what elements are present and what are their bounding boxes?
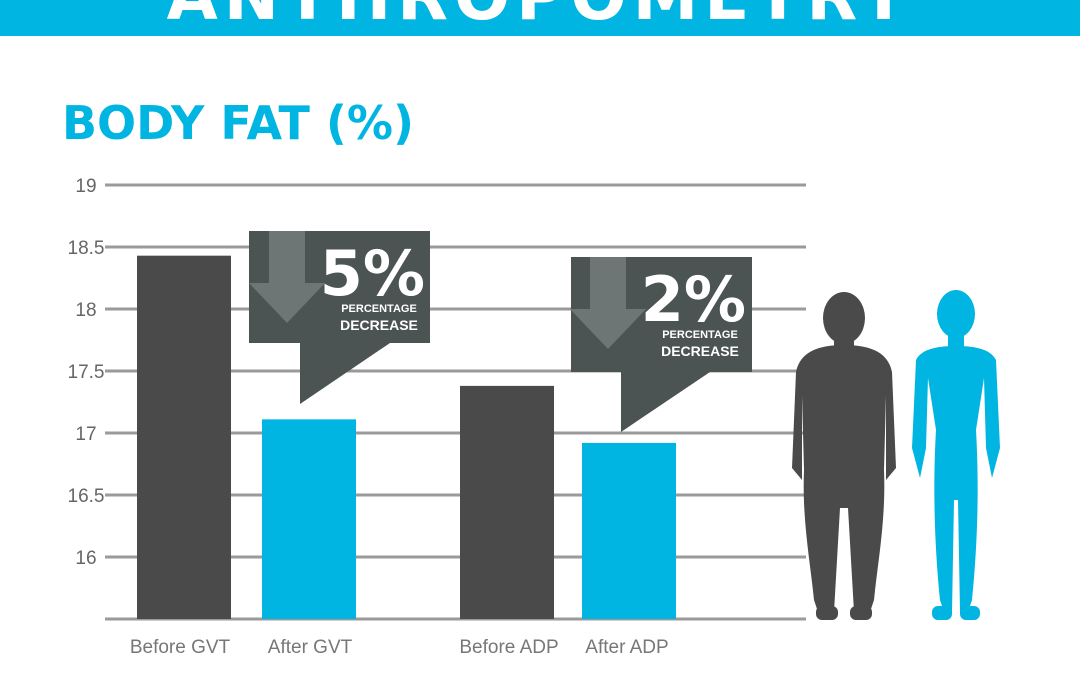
down-arrow-icon [570, 257, 646, 349]
y-tick-label: 19 [75, 176, 96, 197]
bars [137, 255, 676, 619]
banner-title: ANTHROPOMETRY [0, 0, 1080, 30]
bar-after-gvt [262, 419, 356, 619]
callout-line1: PERCENTAGE [662, 329, 738, 341]
down-arrow-icon [249, 231, 325, 323]
y-tick-label: 18.5 [68, 238, 105, 259]
y-tick-label: 17.5 [68, 362, 105, 383]
callout-line2: DECREASE [661, 343, 739, 359]
y-tick-label: 17 [75, 424, 96, 445]
header-banner: ANTHROPOMETRY [0, 0, 1080, 36]
x-category-label: After GVT [268, 637, 353, 658]
x-category-label: Before GVT [130, 637, 231, 658]
bar-after-adp [582, 442, 676, 619]
x-category-label: After ADP [585, 637, 668, 658]
x-axis-labels: Before GVT After GVT Before ADP After ADP [130, 637, 669, 658]
y-axis-ticks: 19 18.5 18 17.5 17 16.5 16 [68, 176, 105, 569]
callout-value: 5% [320, 237, 425, 310]
bar-before-gvt [137, 255, 231, 619]
callout-line2: DECREASE [340, 317, 418, 333]
y-tick-label: 16 [75, 548, 96, 569]
callout-line1: PERCENTAGE [341, 303, 417, 315]
bar-before-adp [460, 385, 554, 619]
y-tick-label: 18 [75, 300, 96, 321]
callout-value: 2% [641, 263, 746, 336]
fit-body-icon [912, 290, 1000, 620]
decrease-callout: 5%PERCENTAGE DECREASE [249, 231, 430, 404]
chart-title: BODY FAT (%) [62, 96, 415, 150]
overweight-body-icon [792, 292, 896, 620]
x-category-label: Before ADP [459, 637, 558, 658]
y-tick-label: 16.5 [68, 486, 105, 507]
decrease-callout: 2%PERCENTAGE DECREASE [570, 257, 752, 432]
